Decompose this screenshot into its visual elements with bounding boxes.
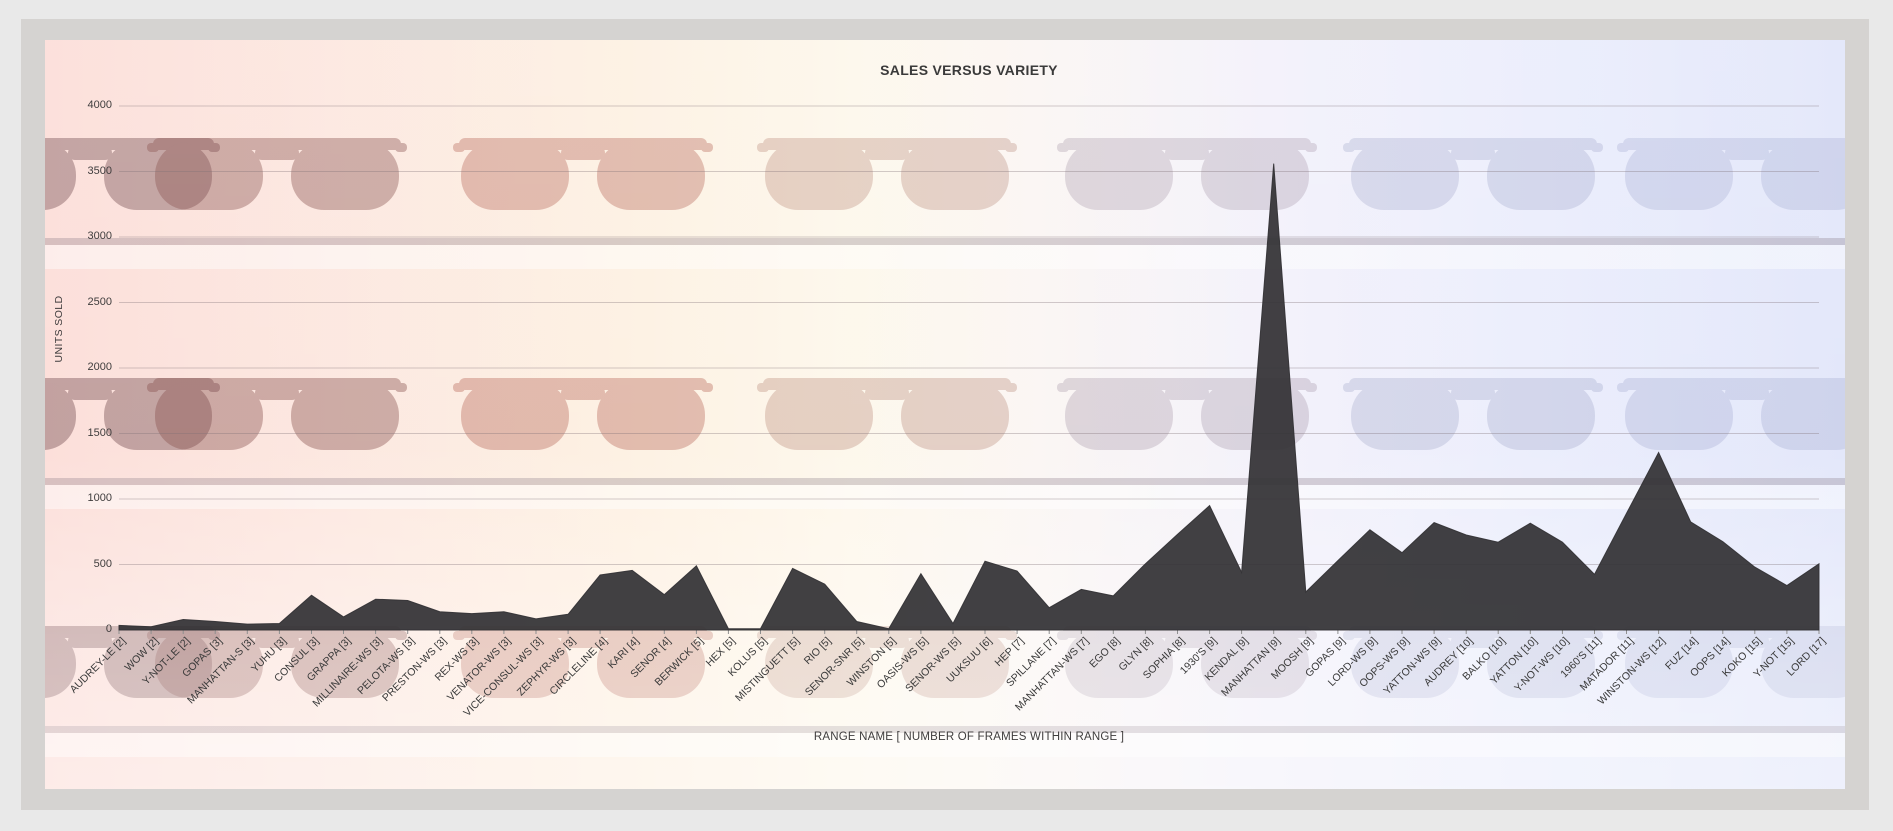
y-axis-label: 4000 [87,99,112,111]
photo-wash-overlay [45,40,1845,789]
area-series[interactable] [118,163,1820,631]
y-axis-label: 0 [105,623,112,635]
x-axis-title: RANGE NAME [ NUMBER OF FRAMES WITHIN RAN… [813,731,1125,743]
y-axis-label: 1500 [87,426,112,439]
chart-title: SALES VERSUS VARIETY [880,62,1058,78]
y-axis-label: 3000 [87,230,112,242]
y-axis-label: 2500 [87,295,112,308]
y-axis-label: 2000 [87,361,112,373]
y-axis-label: 1000 [87,492,112,504]
chart-canvas[interactable]: 0 500 1000 1500 2000 2500 3000 3500 4000 AUDREY-L… [45,40,1845,789]
plot-area [118,105,1820,634]
y-axis-title: UNITS SOLD [53,295,65,363]
y-axis-label: 500 [93,557,112,570]
y-axis-label: 3500 [87,164,112,177]
